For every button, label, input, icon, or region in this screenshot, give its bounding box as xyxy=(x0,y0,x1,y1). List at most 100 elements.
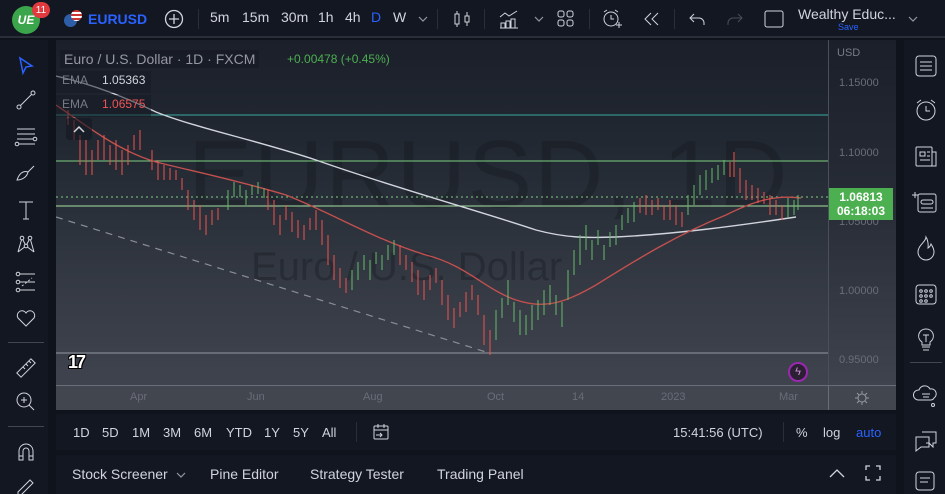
tab-strategy-tester[interactable]: Strategy Tester xyxy=(310,466,404,482)
fullscreen-square-icon[interactable] xyxy=(763,9,785,29)
lock-drawings-icon[interactable] xyxy=(14,472,38,494)
time-tick: Mar xyxy=(779,391,798,403)
trend-line-icon[interactable] xyxy=(14,88,38,112)
indicators-icon[interactable] xyxy=(498,8,520,30)
go-to-date-icon[interactable] xyxy=(372,423,390,441)
range-1m[interactable]: 1M xyxy=(132,425,151,440)
price-series-plot xyxy=(56,75,828,355)
range-6m[interactable]: 6M xyxy=(194,425,213,440)
tab-trading-panel[interactable]: Trading Panel xyxy=(437,466,524,482)
redo-icon[interactable] xyxy=(726,11,744,27)
time-tick: Apr xyxy=(130,391,148,403)
gear-icon xyxy=(855,391,869,405)
price-tick: 0.95000 xyxy=(839,354,879,366)
zoom-in-icon[interactable] xyxy=(14,390,38,414)
chart-legend-title[interactable]: Euro / U.S. Dollar · 1D · FXCM xyxy=(60,50,260,68)
alert-add-icon[interactable] xyxy=(601,8,623,30)
text-tool-icon[interactable] xyxy=(14,198,38,222)
price-axis[interactable]: USD 1.15000 1.10000 1.05000 1.00000 0.95… xyxy=(828,40,896,385)
chevron-down-icon[interactable] xyxy=(908,15,918,23)
tab-stock-screener[interactable]: Stock Screener xyxy=(72,466,168,482)
range-all[interactable]: All xyxy=(322,425,337,440)
chart-settings-button[interactable] xyxy=(828,385,896,410)
time-tick: Aug xyxy=(363,391,383,403)
ema-2-value: 1.06575 xyxy=(102,97,146,111)
interval-5m[interactable]: 5m xyxy=(210,9,230,25)
lightning-bolt-icon[interactable]: ϟ xyxy=(788,362,808,382)
time-tick: Oct xyxy=(487,391,505,403)
bar-countdown: 06:18:03 xyxy=(836,204,886,218)
indicator-ema-1[interactable]: EMA 1.05363 xyxy=(56,71,152,93)
interval-4h[interactable]: 4h xyxy=(345,9,361,25)
time-tick: 14 xyxy=(572,391,585,403)
top-toolbar: UE 11 EURUSD 5m 15m 30m 1h 4h D W Wealth… xyxy=(0,0,945,38)
favorites-heart-icon[interactable] xyxy=(14,306,38,330)
interval-w[interactable]: W xyxy=(393,9,407,25)
undo-icon[interactable] xyxy=(688,11,706,27)
price-tick: 1.00000 xyxy=(839,285,879,297)
collapse-legend-button[interactable] xyxy=(66,118,92,140)
watermark-description: Euro / U.S. Dollar xyxy=(251,245,563,289)
pattern-tool-icon[interactable] xyxy=(14,232,38,256)
symbol-search-button[interactable]: EURUSD xyxy=(64,10,147,28)
ruler-icon[interactable] xyxy=(14,356,38,380)
cursor-icon[interactable] xyxy=(14,54,38,78)
candles-chart-type-icon[interactable] xyxy=(452,9,472,29)
magnet-icon[interactable] xyxy=(14,440,38,464)
current-price-label: 1.06813 06:18:03 xyxy=(829,188,893,220)
tradingview-logo[interactable]: 17 xyxy=(68,352,86,372)
maximize-panel-icon[interactable] xyxy=(864,464,882,482)
ideas-lightbulb-icon[interactable] xyxy=(912,326,940,354)
calendar-icon[interactable] xyxy=(912,280,940,308)
layout-save-label[interactable]: Save xyxy=(838,22,859,32)
add-notes-icon[interactable] xyxy=(912,188,940,216)
public-chats-icon[interactable] xyxy=(912,426,940,454)
alerts-clock-icon[interactable] xyxy=(912,96,940,124)
chevron-down-icon[interactable] xyxy=(176,471,186,479)
news-icon[interactable] xyxy=(912,142,940,170)
notification-badge: 11 xyxy=(32,2,50,18)
currency-selector[interactable]: USD xyxy=(837,47,861,59)
range-1y[interactable]: 1Y xyxy=(264,425,280,440)
chart-pane[interactable]: EURUSD, 1D Euro / U.S. Dollar xyxy=(56,40,828,385)
range-5y[interactable]: 5Y xyxy=(293,425,309,440)
right-widget-bar xyxy=(900,40,945,494)
fib-retracement-icon[interactable] xyxy=(14,124,38,148)
watchlist-icon[interactable] xyxy=(912,52,940,80)
compare-add-icon[interactable] xyxy=(164,9,184,29)
drawing-toolbar xyxy=(0,40,52,494)
templates-grid-icon[interactable] xyxy=(556,9,576,29)
time-tick: Jun xyxy=(247,391,265,403)
interval-30m[interactable]: 30m xyxy=(281,9,309,25)
utc-clock[interactable]: 15:41:56 (UTC) xyxy=(673,425,763,440)
chevron-up-icon[interactable] xyxy=(828,467,846,479)
eur-usd-flag-icon xyxy=(64,10,82,28)
layout-name[interactable]: Wealthy Educ... xyxy=(798,6,896,22)
time-axis[interactable]: Apr Jun Aug Oct 14 2023 Mar xyxy=(56,385,828,410)
chevron-down-icon[interactable] xyxy=(534,15,544,23)
prediction-tool-icon[interactable] xyxy=(14,270,38,294)
range-ytd[interactable]: YTD xyxy=(226,425,252,440)
bottom-panel-bar: Stock Screener Pine Editor Strategy Test… xyxy=(56,455,896,494)
interval-1h[interactable]: 1h xyxy=(318,9,334,25)
brush-icon[interactable] xyxy=(14,160,38,184)
auto-scale-toggle[interactable]: auto xyxy=(856,425,882,440)
interval-d[interactable]: D xyxy=(371,9,382,25)
range-5d[interactable]: 5D xyxy=(102,425,119,440)
replay-icon[interactable] xyxy=(643,11,661,27)
candles xyxy=(67,110,799,355)
time-tick: 2023 xyxy=(661,391,686,403)
chevron-down-icon[interactable] xyxy=(418,15,428,23)
percent-scale-toggle[interactable]: % xyxy=(796,425,808,440)
range-1d[interactable]: 1D xyxy=(73,425,90,440)
indicator-ema-2[interactable]: EMA 1.06575 xyxy=(56,95,152,117)
price-tick: 1.10000 xyxy=(839,147,879,159)
tab-pine-editor[interactable]: Pine Editor xyxy=(210,466,279,482)
private-chats-icon[interactable] xyxy=(912,468,940,494)
range-3m[interactable]: 3M xyxy=(163,425,182,440)
chats-cloud-icon[interactable] xyxy=(912,382,940,410)
price-tick: 1.15000 xyxy=(839,77,879,89)
interval-15m[interactable]: 15m xyxy=(242,9,270,25)
log-scale-toggle[interactable]: log xyxy=(823,425,841,440)
hotlists-flame-icon[interactable] xyxy=(912,234,940,262)
